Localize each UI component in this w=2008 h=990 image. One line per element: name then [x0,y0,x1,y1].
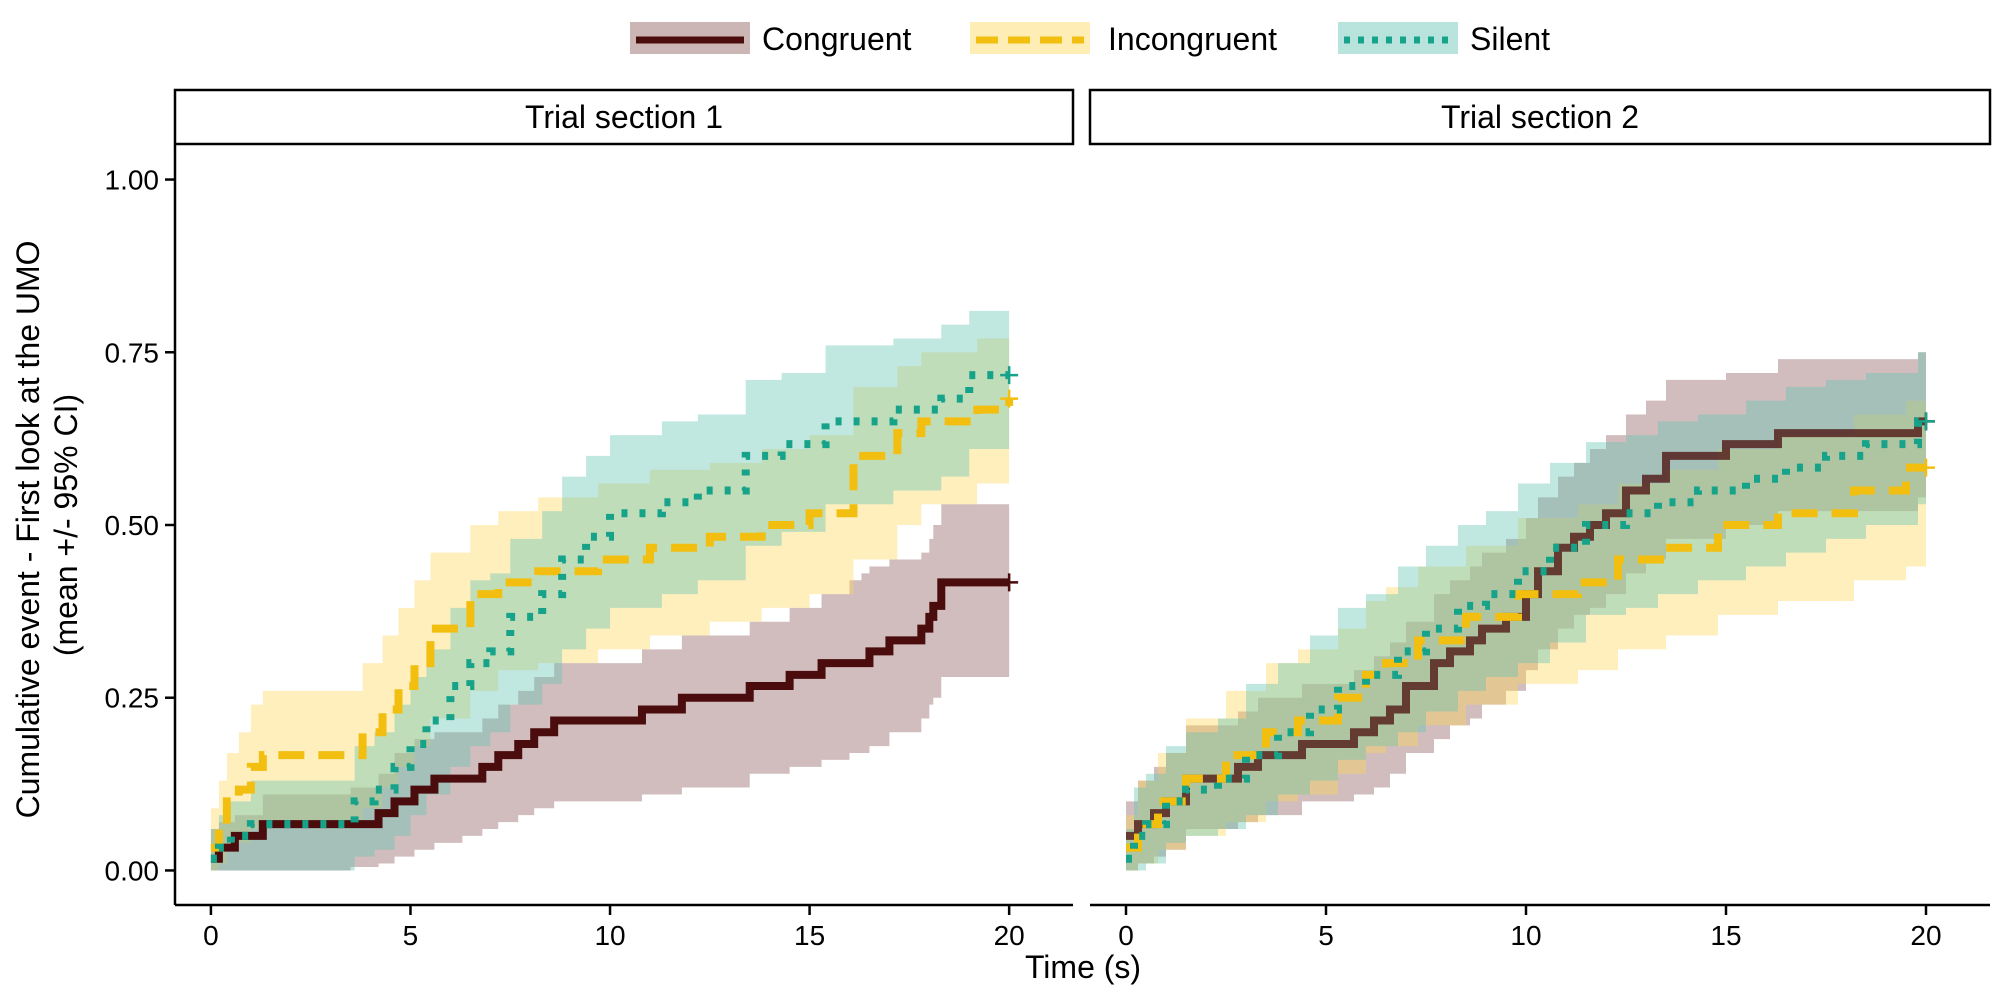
axes: 0 5 10 15 20 0.00 0.25 0.50 0.75 1.00 0 5 10 15 20 [105,145,1990,951]
step-line-congruent-panel-2 [1126,417,1926,840]
facet-strip-box-2 [1088,88,1992,146]
step-line-congruent-panel-1 [210,578,1010,863]
panel-plot-area-2 [1126,352,1926,871]
x-tick-label-panel-1-0: 0 [203,920,219,951]
y-tick-label-3: 0.75 [105,337,160,368]
axes-panel-1: 0 5 10 15 20 0.00 0.25 0.50 0.75 1.00 [105,145,1073,951]
facet-title-1: Trial section 1 [525,99,723,135]
x-axis-title: Time (s) [1025,949,1141,985]
legend-label-incongruent: Incongruent [1108,21,1277,57]
ci-band-incongruent-panel-1 [210,331,1010,871]
step-line-incongruent-panel-1 [210,398,1014,852]
x-tick-label-panel-2-20: 20 [1910,920,1941,951]
censor-mark-silent-panel-1 [1000,366,1019,385]
x-tick-label-panel-1-10: 10 [594,920,625,951]
facet-title-2: Trial section 2 [1441,99,1639,135]
legend-item-silent: Silent [1338,21,1550,57]
facet-strip-box-1 [173,88,1075,146]
x-tick-label-panel-2-10: 10 [1510,920,1541,951]
x-tick-label-panel-1-5: 5 [403,920,419,951]
legend-item-incongruent: Incongruent [970,21,1277,57]
facet-strip-2: Trial section 2 [1088,88,1992,146]
ci-band-incongruent-panel-2 [1126,400,1926,871]
axes-panel-2: 0 5 10 15 20 [1090,903,1990,951]
legend-item-congruent: Congruent [630,21,912,57]
y-tick-label-4: 1.00 [105,165,160,196]
y-axis-title-line-1: Cumulative event - First look at the UMO [10,240,46,818]
facet-strips: Trial section 1 Trial section 2 [173,88,1992,146]
legend-key-band-silent [1338,22,1458,54]
x-tick-label-panel-2-15: 15 [1710,920,1741,951]
panels [210,310,1935,871]
legend-label-silent: Silent [1470,21,1550,57]
x-tick-label-panel-1-20: 20 [994,920,1025,951]
y-tick-label-2: 0.50 [105,510,160,541]
step-line-silent-panel-2 [1126,417,1926,863]
y-axis-title-line-2: (mean +/- 95% CI) [48,394,84,656]
x-tick-label-panel-2-0: 0 [1118,920,1134,951]
panel-2 [1126,352,1935,871]
censor-mark-congruent-panel-1 [1000,573,1019,592]
facet-strip-1: Trial section 1 [173,88,1075,146]
legend-label-congruent: Congruent [762,21,912,57]
y-tick-label-0: 0.00 [105,855,160,886]
x-tick-label-panel-1-15: 15 [794,920,825,951]
y-tick-label-1: 0.25 [105,683,160,714]
step-line-silent-panel-1 [210,371,1010,863]
legend: Congruent Incongruent Silent [630,21,1550,57]
y-axis-title: Cumulative event - First look at the UMO… [10,232,84,819]
censor-mark-incongruent-panel-1 [1000,389,1019,408]
panel-plot-area-1 [210,310,1014,871]
x-tick-label-panel-2-5: 5 [1318,920,1334,951]
ci-band-silent-panel-1 [210,310,1010,871]
censor-mark-incongruent-panel-2 [1917,458,1935,477]
step-line-incongruent-panel-2 [1126,463,1926,852]
ci-band-congruent-panel-1 [210,504,1010,871]
panel-1 [210,310,1019,871]
censor-mark-silent-panel-2 [1917,412,1935,431]
